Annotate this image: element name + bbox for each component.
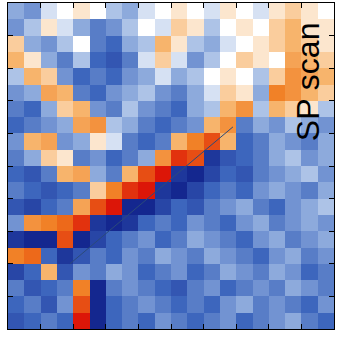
svg-text:SP scan: SP scan bbox=[290, 23, 326, 142]
